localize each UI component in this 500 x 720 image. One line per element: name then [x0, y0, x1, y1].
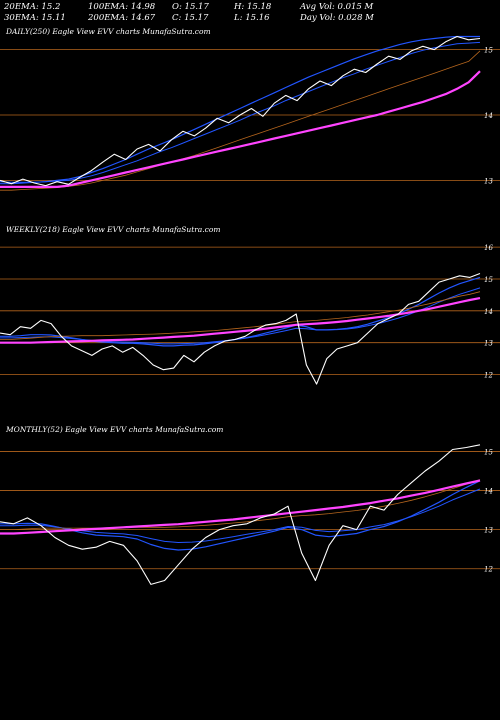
daily-ema-200-line: [0, 70, 481, 188]
weekly-panel: 16 15 14 13 12: [0, 244, 500, 385]
weekly-panel-title: WEEKLY(218) Eagle View EVV charts Munafa…: [6, 225, 221, 234]
header-day-vol: Day Vol: 0.028 M: [300, 13, 374, 23]
weekly-ema-200-line: [0, 297, 481, 344]
weekly-price-tick: 15: [484, 276, 493, 284]
monthly-price-tick: 15: [484, 448, 493, 456]
header-open: O: 15.17: [172, 2, 209, 12]
header-close: C: 15.17: [172, 13, 209, 23]
monthly-price-tick: 12: [484, 566, 493, 574]
daily-price-line: [0, 35, 481, 187]
daily-panel-title: DAILY(250) Eagle View EVV charts MunafaS…: [6, 27, 211, 36]
weekly-price-tick: 13: [484, 340, 493, 348]
daily-panel: 15 14 13: [0, 35, 500, 191]
header-high: H: 15.18: [234, 2, 272, 12]
header-20ema: 20EMA: 15.2: [4, 2, 61, 12]
monthly-ema-100-line: [0, 479, 481, 530]
weekly-price-line: [0, 272, 481, 385]
header-avg-vol: Avg Vol: 0.015 M: [300, 2, 374, 12]
weekly-price-tick: 16: [484, 244, 493, 252]
weekly-price-tick: 12: [484, 372, 493, 380]
daily-price-tick: 15: [484, 47, 493, 55]
header-100ema: 100EMA: 14.98: [88, 2, 156, 12]
header-30ema: 30EMA: 15.11: [4, 13, 66, 23]
weekly-price-tick: 14: [484, 308, 493, 316]
daily-price-tick: 14: [484, 112, 493, 120]
monthly-ema-20-line: [0, 480, 481, 551]
daily-ema-100-line: [0, 50, 481, 191]
monthly-panel: 15 14 13 12: [0, 444, 500, 585]
monthly-ema-200-line: [0, 479, 481, 535]
monthly-price-tick: 14: [484, 488, 493, 496]
daily-ema-30-line: [0, 41, 481, 183]
weekly-ema-100-line: [0, 291, 481, 340]
weekly-ema-30-line: [0, 287, 481, 345]
daily-price-tick: 13: [484, 177, 493, 185]
header-200ema: 200EMA: 14.67: [88, 13, 156, 23]
monthly-panel-title: MONTHLY(52) Eagle View EVV charts Munafa…: [6, 425, 224, 434]
header-low: L: 15.16: [234, 13, 270, 23]
monthly-price-line: [0, 444, 481, 585]
monthly-price-tick: 13: [484, 527, 493, 535]
daily-ema-20-line: [0, 35, 480, 185]
